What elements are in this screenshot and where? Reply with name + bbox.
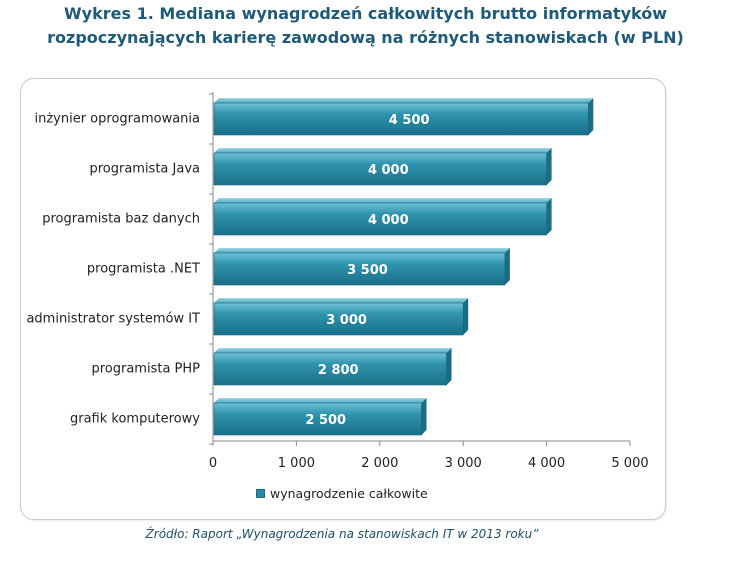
bar-side-face (463, 298, 469, 335)
category-label: grafik komputerowy (69, 411, 200, 427)
x-tick-label: 0 (209, 456, 217, 471)
bar-group: 4 000 (213, 148, 552, 186)
bar-value-label: 2 500 (305, 413, 346, 428)
bar-group: 3 500 (213, 248, 510, 286)
category-label: administrator systemów IT (26, 311, 200, 327)
x-tick-label: 1 000 (278, 456, 315, 471)
bar (213, 152, 547, 186)
bar-value-label: 4 000 (368, 163, 409, 178)
category-label: programista PHP (91, 361, 200, 377)
bar-side-face (446, 348, 452, 385)
bar-side-face (504, 248, 510, 285)
x-tick-label: 5 000 (611, 456, 648, 471)
chart-title: Wykres 1. Mediana wynagrodzeń całkowityc… (0, 2, 731, 50)
legend: wynagrodzenie całkowite (256, 486, 428, 501)
bar-value-label: 2 800 (318, 363, 359, 378)
bar-top-face (214, 298, 469, 303)
bar (213, 202, 547, 236)
bar-group: 2 500 (213, 398, 427, 436)
bar-top-face (214, 148, 552, 153)
category-label: programista Java (89, 161, 200, 177)
bar-top-face (214, 198, 552, 203)
x-tick-label: 4 000 (528, 456, 565, 471)
bar-value-label: 4 500 (389, 113, 430, 128)
bar-value-label: 4 000 (368, 213, 409, 228)
source-note: Źródło: Raport „Wynagrodzenia na stanowi… (145, 527, 539, 541)
category-label: programista baz danych (42, 211, 200, 227)
bar-side-face (546, 148, 552, 185)
bar-side-face (421, 398, 427, 435)
bar (213, 302, 464, 336)
category-label: programista .NET (86, 261, 200, 277)
bar-group: 4 000 (213, 198, 552, 236)
bar (213, 252, 506, 286)
bar-top-face (214, 98, 594, 103)
bar-side-face (588, 98, 594, 135)
legend-label: wynagrodzenie całkowite (270, 486, 428, 501)
legend-swatch (256, 489, 265, 498)
bar-top-face (214, 248, 510, 253)
bar-group: 4 500 (213, 98, 594, 136)
bar (213, 402, 422, 436)
bar (213, 102, 589, 136)
bar-group: 2 800 (213, 348, 452, 386)
chart-title-line-1: Wykres 1. Mediana wynagrodzeń całkowityc… (64, 4, 667, 23)
bar-top-face (214, 348, 452, 353)
bar-side-face (546, 198, 552, 235)
bar-value-label: 3 000 (326, 313, 367, 328)
chart-title-line-2: rozpoczynających karierę zawodową na róż… (47, 28, 684, 47)
bar-value-label: 3 500 (347, 263, 388, 278)
bar-group: 3 000 (213, 298, 469, 336)
x-tick-label: 2 000 (361, 456, 398, 471)
category-label: inżynier oprogramowania (34, 111, 200, 127)
bar (213, 352, 447, 386)
bar-top-face (214, 398, 427, 403)
x-tick-label: 3 000 (445, 456, 482, 471)
